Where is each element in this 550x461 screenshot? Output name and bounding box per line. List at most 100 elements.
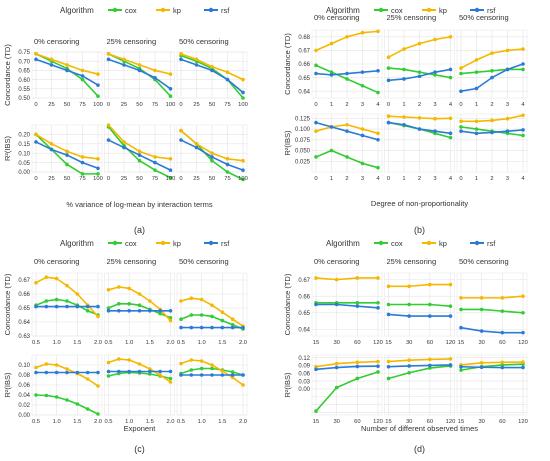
y-tick-label: 0.70	[18, 59, 30, 65]
legend-marker-rsf	[208, 7, 214, 13]
panel	[176, 354, 248, 416]
data-point-rsf	[127, 369, 131, 374]
subfigure-caption: (b)	[414, 225, 425, 235]
legend-item-cox: cox	[374, 6, 403, 15]
x-tick-label: 2.0	[94, 419, 102, 425]
data-point-kp	[127, 358, 131, 362]
x-tick-label: 30	[333, 419, 339, 425]
y-tick-label: 0.04	[18, 393, 30, 399]
data-point-kp	[386, 359, 391, 364]
subfigure-b: 0% censoring 25% censoring 50% censoring Co…	[283, 13, 528, 235]
x-tick-label: 2.0	[166, 419, 174, 425]
y-tick-label: 0.06	[18, 383, 30, 389]
data-point-kp	[225, 70, 230, 75]
data-point-cox	[459, 71, 463, 76]
data-point-kp	[34, 52, 38, 56]
data-point-kp	[194, 57, 199, 62]
x-tick-label: 0	[459, 102, 462, 108]
data-point-kp	[479, 296, 484, 300]
data-point-kp	[407, 284, 411, 289]
x-tick-label: 2	[490, 176, 493, 182]
y-tick-label: 0.06	[298, 371, 310, 377]
panel	[456, 354, 528, 416]
data-point-rsf	[345, 71, 349, 76]
x-tick-label: 0	[387, 176, 390, 182]
data-point-rsf	[402, 122, 406, 127]
data-point-kp	[96, 72, 100, 76]
column-title: 50% censoring	[459, 257, 509, 266]
panel	[456, 29, 528, 99]
data-point-rsf	[199, 373, 204, 377]
y-axis-label: R²(IBS)	[3, 372, 12, 398]
series-line-rsf	[460, 365, 523, 369]
data-point-cox	[521, 310, 525, 315]
data-point-rsf	[85, 304, 90, 309]
data-point-cox	[386, 376, 391, 381]
data-point-cox	[448, 135, 453, 140]
data-point-rsf	[106, 57, 111, 62]
data-point-cox	[474, 70, 479, 74]
legend: Algorithm cox kp rsf	[326, 6, 496, 15]
x-tick-label: 0	[34, 176, 37, 182]
legend-marker-cox	[378, 240, 384, 246]
x-tick-label: 1	[402, 102, 405, 108]
data-point-kp	[386, 114, 391, 118]
data-point-kp	[168, 380, 173, 384]
y-tick-label: 0.67	[18, 278, 30, 284]
x-tick-label: 1.5	[218, 340, 226, 346]
x-tick-label: 120	[373, 340, 383, 346]
series-line-rsf	[388, 313, 451, 317]
data-point-cox	[137, 303, 142, 308]
panel-background	[311, 272, 383, 337]
x-tick-label: 75	[152, 102, 158, 108]
data-point-rsf	[179, 57, 183, 62]
x-tick-label: 75	[79, 176, 85, 182]
data-point-kp	[448, 282, 453, 287]
data-point-cox	[34, 393, 38, 397]
data-point-cox	[376, 370, 380, 374]
data-point-rsf	[153, 160, 157, 165]
data-point-kp	[500, 296, 505, 300]
data-point-cox	[360, 83, 365, 88]
y-tick-label: 0.64	[298, 89, 310, 95]
data-point-rsf	[376, 137, 380, 142]
data-point-kp	[428, 282, 432, 287]
data-point-rsf	[490, 75, 494, 80]
legend-label-rsf: rsf	[487, 239, 496, 248]
data-point-rsf	[360, 70, 365, 74]
column-title: 25% censoring	[387, 257, 437, 266]
data-point-rsf	[521, 330, 525, 335]
legend-item-rsf: rsf	[470, 239, 496, 248]
data-point-rsf	[459, 325, 463, 330]
panel	[31, 51, 103, 99]
x-tick-label: 25	[121, 176, 127, 182]
data-point-rsf	[386, 120, 391, 125]
column-title: 0% censoring	[34, 257, 79, 266]
data-point-rsf	[505, 129, 510, 133]
x-tick-label: 120	[373, 419, 383, 425]
series-line-kp	[315, 277, 378, 281]
data-point-rsf	[329, 125, 334, 129]
data-point-kp	[54, 276, 59, 281]
x-tick-label: 1.5	[218, 419, 226, 425]
legend-marker-kp	[426, 7, 432, 13]
x-tick-label: 2	[345, 102, 348, 108]
y-tick-label: 0.20	[18, 133, 30, 139]
data-point-kp	[521, 294, 525, 299]
data-point-cox	[402, 67, 406, 72]
data-point-kp	[220, 310, 225, 315]
data-point-cox	[148, 372, 152, 376]
x-tick-label: 50	[209, 102, 215, 108]
series-line-rsf	[460, 326, 523, 334]
data-point-rsf	[474, 86, 479, 91]
data-point-kp	[49, 57, 54, 62]
data-point-cox	[106, 306, 111, 310]
data-point-cox	[189, 313, 194, 317]
legend-item-rsf: rsf	[470, 6, 496, 15]
data-point-kp	[34, 132, 38, 137]
data-point-rsf	[65, 68, 69, 73]
panel	[384, 272, 455, 337]
panel	[31, 354, 103, 416]
data-point-rsf	[225, 77, 230, 82]
